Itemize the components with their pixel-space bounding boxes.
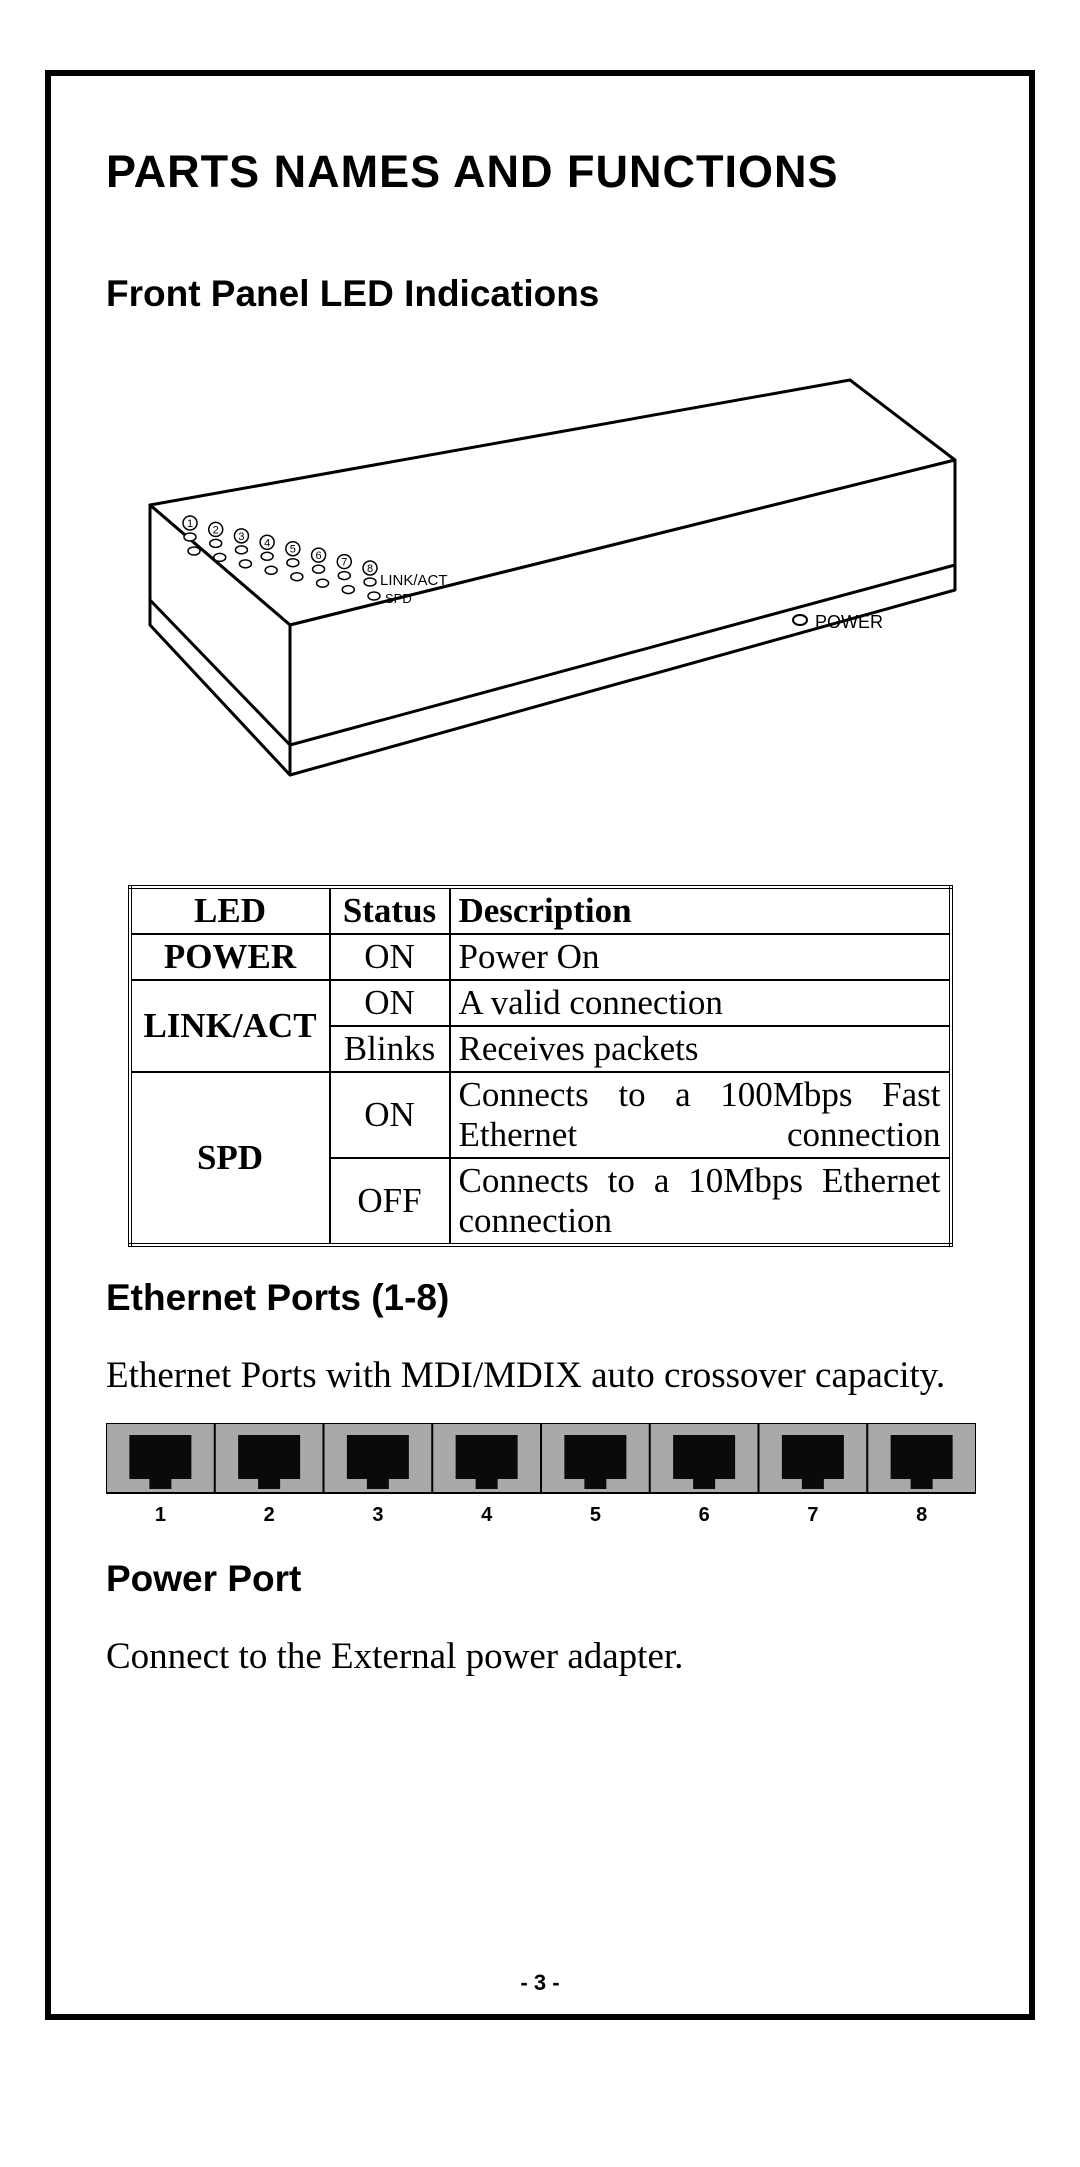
diagram-linkact-label: LINK/ACT — [380, 572, 448, 589]
led-description-cell: Receives packets — [450, 1026, 951, 1072]
ethernet-port-label: 1 — [155, 1504, 166, 1526]
led-name-cell: LINK/ACT — [130, 980, 330, 1072]
diagram-power-label: POWER — [815, 612, 883, 632]
diagram-led-number: 5 — [290, 544, 296, 556]
ethernet-port-label: 8 — [916, 1504, 927, 1526]
ethernet-port-label: 4 — [481, 1504, 493, 1526]
section-front-panel-title: Front Panel LED Indications — [106, 273, 974, 315]
ethernet-port-label: 5 — [590, 1504, 601, 1526]
led-description-cell: Connects to a 10Mbps Ethernet connection — [450, 1158, 951, 1245]
ethernet-port-label: 7 — [807, 1504, 818, 1526]
ethernet-ports-diagram: 1 2 3 4 5 6 7 8 — [106, 1423, 976, 1533]
led-description-cell: Power On — [450, 934, 951, 980]
diagram-led-number: 8 — [367, 563, 373, 575]
led-status-cell: ON — [330, 934, 450, 980]
ethernet-port-label: 6 — [699, 1504, 710, 1526]
diagram-led-number: 6 — [316, 550, 322, 562]
th-description: Description — [450, 887, 951, 934]
led-table: LED Status Description POWERONPower OnLI… — [128, 885, 953, 1247]
diagram-led-number: 3 — [238, 531, 244, 543]
led-name-cell: POWER — [130, 934, 330, 980]
ethernet-port-label: 3 — [372, 1504, 383, 1526]
diagram-spd-label: SPD — [385, 591, 412, 606]
led-status-cell: OFF — [330, 1158, 450, 1245]
page-number: - 3 - — [51, 1970, 1029, 1996]
ethernet-port-label: 2 — [264, 1504, 275, 1526]
led-description-cell: Connects to a 100Mbps Fast Ethernet conn… — [450, 1072, 951, 1158]
section-power-port-title: Power Port — [106, 1558, 974, 1600]
device-diagram: 1 2 3 4 5 6 7 8 POWER LINK/ACT SPD — [110, 345, 970, 845]
power-port-text: Connect to the External power adapter. — [106, 1630, 974, 1684]
diagram-led-number: 2 — [213, 524, 219, 536]
led-status-cell: ON — [330, 1072, 450, 1158]
th-led: LED — [130, 887, 330, 934]
diagram-led-number: 1 — [187, 518, 193, 530]
led-status-cell: Blinks — [330, 1026, 450, 1072]
page-frame: PARTS NAMES AND FUNCTIONS Front Panel LE… — [45, 70, 1035, 2020]
th-status: Status — [330, 887, 450, 934]
diagram-led-number: 7 — [341, 557, 347, 569]
led-name-cell: SPD — [130, 1072, 330, 1245]
section-ethernet-ports-title: Ethernet Ports (1-8) — [106, 1277, 974, 1319]
led-status-cell: ON — [330, 980, 450, 1026]
led-description-cell: A valid connection — [450, 980, 951, 1026]
diagram-led-number: 4 — [264, 537, 270, 549]
main-title: PARTS NAMES AND FUNCTIONS — [106, 146, 974, 198]
ethernet-ports-text: Ethernet Ports with MDI/MDIX auto crosso… — [106, 1349, 974, 1403]
